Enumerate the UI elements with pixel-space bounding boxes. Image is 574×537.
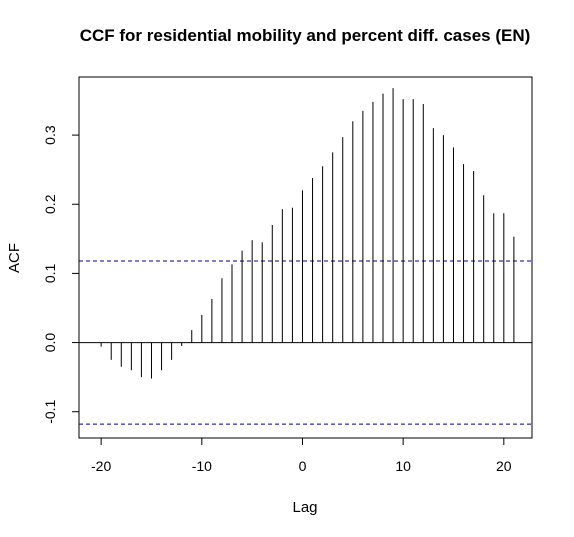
y-tick-label: 0.0: [42, 333, 58, 353]
y-tick-label: 0.2: [42, 194, 58, 214]
y-tick-label: -0.1: [42, 399, 58, 423]
x-axis: -20 -10 0 10 20: [91, 437, 512, 474]
x-tick-label: -10: [192, 458, 212, 474]
x-axis-label: Lag: [292, 499, 317, 516]
ccf-bars: [100, 88, 515, 379]
y-tick-label: 0.1: [42, 263, 58, 283]
plot-frame: [78, 76, 533, 439]
confidence-bands: [79, 260, 532, 425]
x-tick-label: -20: [91, 458, 111, 474]
y-axis-label: ACF: [6, 243, 23, 273]
x-tick-label: 0: [299, 458, 307, 474]
x-tick-label: 20: [496, 458, 512, 474]
x-tick-label: 10: [395, 458, 411, 474]
y-axis: -0.1 0.0 0.1 0.2 0.3: [42, 125, 80, 424]
y-tick-label: 0.3: [42, 125, 58, 145]
chart-title: CCF for residential mobility and percent…: [80, 26, 531, 45]
